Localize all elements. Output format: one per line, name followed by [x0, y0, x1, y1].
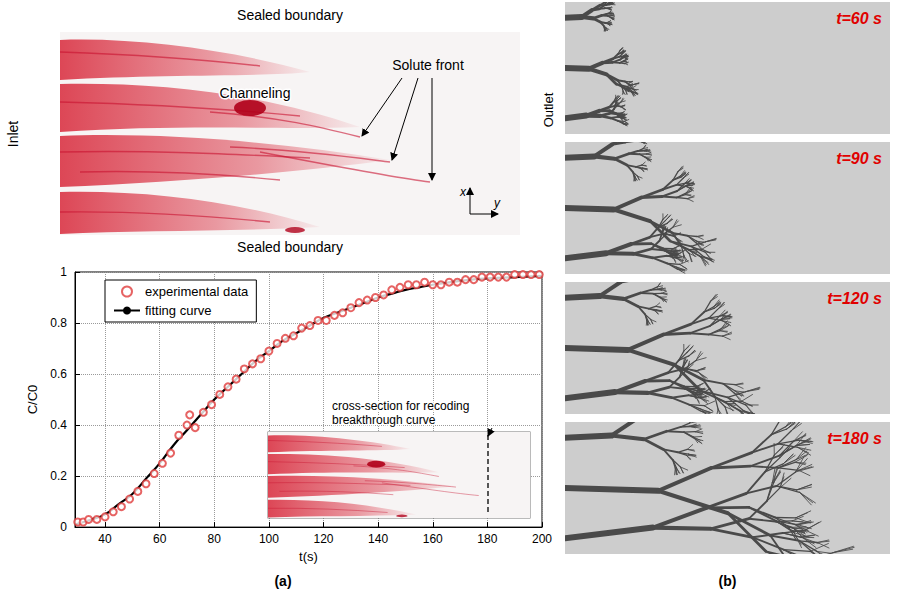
- svg-text:t(s): t(s): [299, 549, 318, 564]
- svg-text:80: 80: [208, 532, 222, 546]
- svg-text:200: 200: [532, 532, 552, 546]
- svg-text:experimental data: experimental data: [145, 284, 249, 299]
- svg-text:y: y: [493, 196, 501, 210]
- svg-text:breakthrough curve: breakthrough curve: [332, 413, 436, 427]
- svg-text:x: x: [459, 185, 467, 199]
- svg-text:40: 40: [98, 532, 112, 546]
- svg-text:100: 100: [259, 532, 279, 546]
- svg-text:t=60 s: t=60 s: [836, 10, 882, 27]
- svg-text:0.8: 0.8: [50, 316, 67, 330]
- svg-text:120: 120: [314, 532, 334, 546]
- svg-text:cross-section for recoding: cross-section for recoding: [332, 399, 469, 413]
- svg-text:180: 180: [477, 532, 497, 546]
- svg-text:Outlet: Outlet: [541, 92, 556, 127]
- svg-text:t=90 s: t=90 s: [836, 150, 882, 167]
- svg-text:Inlet: Inlet: [5, 121, 21, 148]
- svg-text:t=120 s: t=120 s: [827, 290, 882, 307]
- svg-text:(b): (b): [719, 573, 737, 589]
- svg-text:Channeling: Channeling: [220, 85, 291, 101]
- svg-text:fitting curve: fitting curve: [145, 303, 211, 318]
- svg-text:60: 60: [153, 532, 167, 546]
- svg-text:1: 1: [60, 265, 67, 279]
- svg-text:Sealed boundary: Sealed boundary: [237, 7, 343, 23]
- svg-text:0.2: 0.2: [50, 469, 67, 483]
- svg-text:C/C0: C/C0: [25, 385, 40, 415]
- svg-text:0.4: 0.4: [50, 418, 67, 432]
- svg-text:Sealed boundary: Sealed boundary: [237, 239, 343, 255]
- svg-text:140: 140: [368, 532, 388, 546]
- svg-text:Solute front: Solute front: [392, 57, 464, 73]
- svg-text:160: 160: [423, 532, 443, 546]
- svg-text:(a): (a): [274, 573, 291, 589]
- svg-text:0: 0: [60, 520, 67, 534]
- svg-text:0.6: 0.6: [50, 367, 67, 381]
- svg-text:t=180 s: t=180 s: [827, 430, 882, 447]
